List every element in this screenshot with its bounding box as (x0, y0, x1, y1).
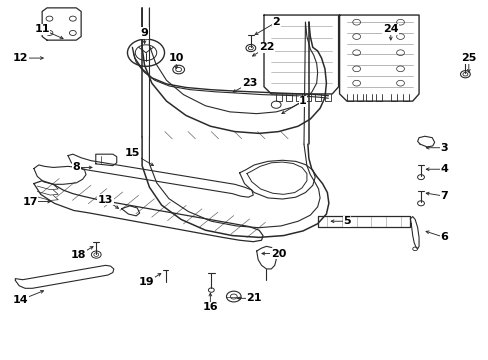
Text: 12: 12 (12, 53, 28, 63)
Text: 25: 25 (460, 53, 475, 63)
Text: 10: 10 (168, 53, 183, 63)
Text: 9: 9 (141, 28, 148, 38)
Text: 18: 18 (71, 250, 86, 260)
Text: 3: 3 (440, 143, 447, 153)
Text: 22: 22 (258, 42, 274, 52)
Text: 11: 11 (34, 24, 50, 35)
Text: 17: 17 (22, 197, 38, 207)
Text: 8: 8 (72, 162, 80, 172)
Text: 4: 4 (440, 164, 447, 174)
Text: 2: 2 (272, 17, 280, 27)
Text: 19: 19 (139, 277, 155, 287)
Text: 23: 23 (241, 78, 257, 88)
Text: 6: 6 (440, 232, 447, 242)
Text: 15: 15 (124, 148, 140, 158)
Text: 5: 5 (343, 216, 350, 226)
Text: 24: 24 (382, 24, 398, 35)
Text: 16: 16 (202, 302, 218, 312)
Text: 7: 7 (440, 191, 447, 201)
Text: 1: 1 (299, 96, 306, 106)
Text: 20: 20 (270, 248, 286, 258)
Text: 13: 13 (98, 195, 113, 205)
Text: 21: 21 (246, 293, 262, 303)
Text: 14: 14 (12, 295, 28, 305)
